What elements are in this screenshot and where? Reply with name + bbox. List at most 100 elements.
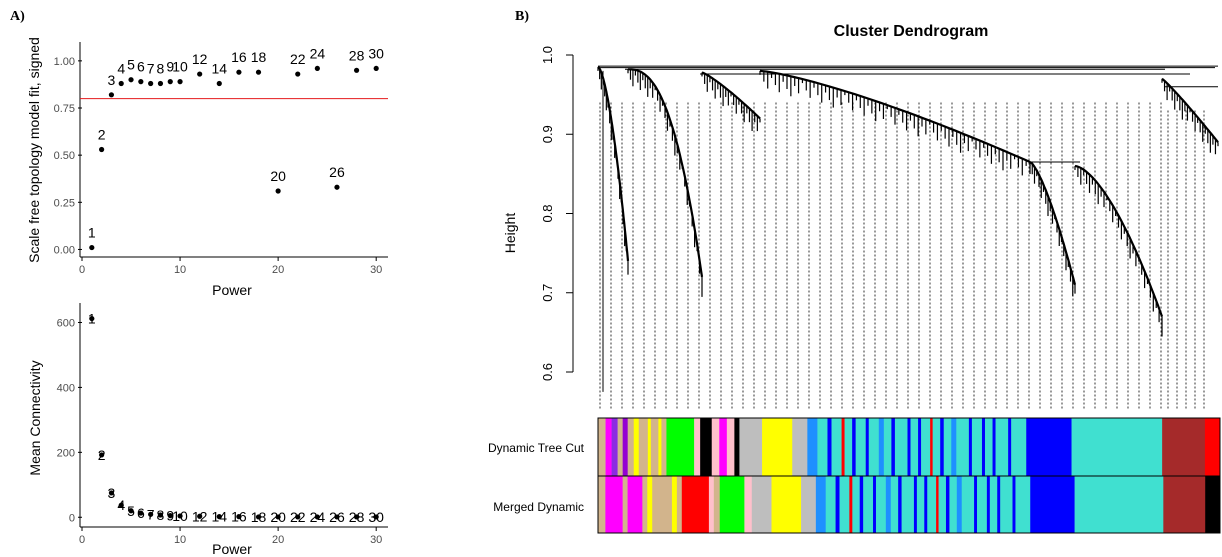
module-color-segment	[981, 418, 986, 476]
data-label: 18	[251, 509, 267, 525]
module-color-segment	[932, 418, 941, 476]
data-point	[118, 80, 124, 87]
module-color-segment	[598, 476, 606, 533]
module-color-segment	[658, 418, 662, 476]
data-label: 28	[349, 509, 365, 525]
data-point	[275, 188, 281, 194]
panel-label-a: A)	[10, 9, 25, 24]
module-color-segment	[605, 476, 623, 533]
y-tick-label: 1.0	[540, 46, 555, 64]
data-label: 20	[270, 509, 286, 525]
dynamic-tree-cut-bar	[598, 418, 1221, 476]
module-color-segment	[622, 418, 628, 476]
module-color-segment	[841, 418, 845, 476]
data-point	[108, 92, 115, 98]
module-color-segment	[708, 476, 715, 533]
branch-spine	[1074, 164, 1164, 317]
module-color-segment	[977, 476, 988, 533]
data-label: 1	[88, 225, 96, 241]
data-point	[255, 514, 262, 520]
dendrogram-tree	[597, 65, 1219, 410]
dendrogram-title: Cluster Dendrogram	[834, 23, 989, 40]
module-color-segment	[974, 476, 978, 533]
data-point	[128, 77, 134, 83]
branch-cluster	[1161, 77, 1219, 155]
data-label: 20	[270, 168, 286, 184]
y-tick-label: 0.8	[540, 204, 555, 222]
row-label-dynamic-tree-cut: Dynamic Tree Cut	[488, 441, 585, 455]
module-color-segment	[945, 476, 950, 533]
x-tick-label: 0	[79, 534, 85, 546]
module-color-segment	[1000, 476, 1013, 533]
module-color-segment	[883, 418, 892, 476]
module-color-segment	[913, 476, 918, 533]
x-tick-label: 0	[79, 264, 85, 276]
module-color-segment	[792, 418, 808, 476]
data-label: 5	[127, 503, 135, 519]
module-color-segment	[638, 418, 649, 476]
data-point	[138, 510, 144, 516]
data-point	[314, 65, 320, 72]
data-point	[295, 514, 301, 520]
module-color-segment	[910, 418, 919, 476]
module-color-segment	[713, 476, 721, 533]
panel-label-b: B)	[515, 9, 529, 24]
data-label: 14	[212, 60, 228, 76]
module-color-segment	[924, 476, 928, 533]
module-color-segment	[739, 418, 763, 476]
conn-y-axis-label: Mean Connectivity	[27, 360, 43, 475]
data-point	[216, 80, 222, 87]
x-tick-label: 20	[272, 264, 284, 276]
module-color-segment	[633, 418, 640, 476]
module-color-segment	[921, 418, 931, 476]
module-color-segment	[1205, 476, 1221, 533]
module-color-segment	[762, 418, 793, 476]
data-label: 10	[172, 508, 188, 524]
module-color-segment	[1074, 476, 1164, 533]
module-color-segment	[852, 418, 856, 476]
data-point	[167, 79, 173, 85]
module-color-segment	[1204, 418, 1221, 476]
module-color-segment	[751, 476, 772, 533]
module-color-segment	[891, 418, 896, 476]
merged-dynamic-bar	[598, 476, 1221, 533]
module-color-segment	[918, 418, 922, 476]
data-label: 10	[172, 59, 188, 75]
data-label: 3	[108, 72, 116, 88]
module-color-segment	[894, 418, 908, 476]
module-color-segment	[859, 476, 864, 533]
data-label: 28	[349, 47, 365, 63]
data-label: 18	[251, 49, 267, 65]
module-color-segment	[661, 418, 667, 476]
conn-x-axis-label: Power	[212, 541, 252, 557]
data-label: 3	[108, 485, 116, 501]
module-color-segment	[1008, 418, 1012, 476]
dendrogram-y-axis-label: Height	[502, 213, 518, 254]
data-label: 1	[88, 311, 96, 327]
y-tick-label: 200	[57, 447, 75, 459]
data-label: 4	[117, 497, 125, 513]
data-point	[353, 67, 360, 73]
row-label-merged-dynamic: Merged Dynamic	[493, 500, 584, 514]
y-tick-label: 0.00	[54, 244, 75, 256]
data-point	[216, 514, 222, 520]
module-color-segment	[1163, 476, 1206, 533]
data-point	[138, 79, 144, 85]
data-label: 7	[147, 60, 155, 76]
data-point	[314, 514, 320, 520]
module-color-segment	[825, 476, 836, 533]
y-tick-label: 0.7	[540, 284, 555, 302]
fit-x-axis-label: Power	[212, 282, 252, 298]
data-point	[118, 502, 124, 508]
dendrogram-leaf-lines	[599, 102, 1205, 410]
data-label: 2	[98, 447, 106, 463]
y-tick-label: 400	[57, 382, 75, 394]
x-tick-label: 10	[174, 264, 186, 276]
module-color-segment	[1026, 418, 1072, 476]
module-color-segment	[885, 476, 892, 533]
module-color-segment	[849, 476, 853, 533]
y-tick-label: 1.00	[54, 56, 75, 68]
module-color-segment	[951, 418, 957, 476]
